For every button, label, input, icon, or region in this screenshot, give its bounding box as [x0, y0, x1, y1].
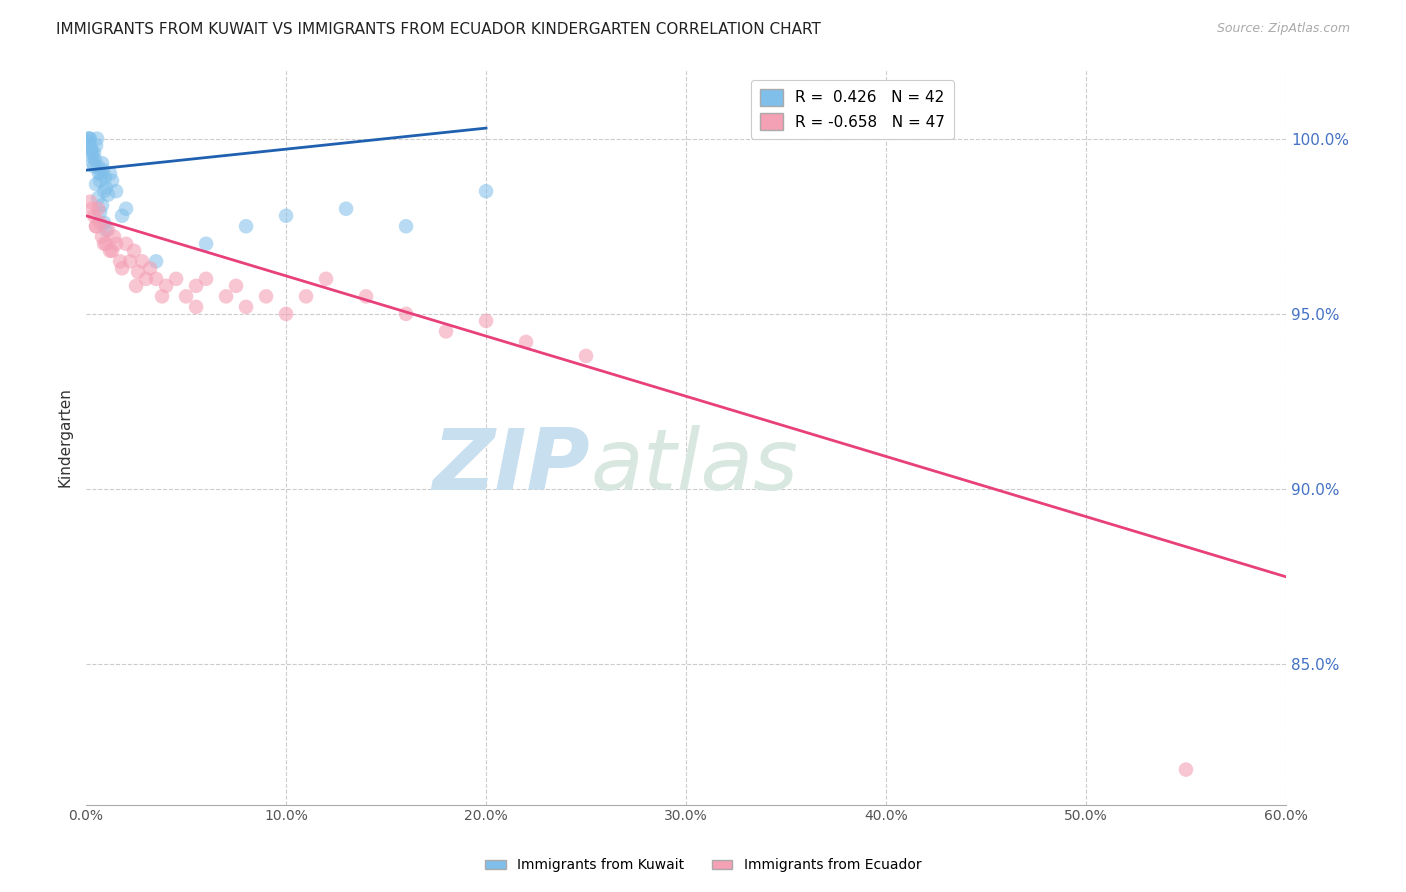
Point: [86, 131, 108, 145]
Point: [84, 138, 107, 153]
Point: [139, 261, 162, 276]
Point: [83, 160, 105, 174]
Point: [98, 167, 121, 181]
Point: [97, 223, 120, 237]
Legend: Immigrants from Kuwait, Immigrants from Ecuador: Immigrants from Kuwait, Immigrants from …: [479, 853, 927, 878]
Point: [93, 236, 115, 251]
Point: [295, 289, 318, 303]
Point: [315, 272, 337, 286]
Point: [82, 156, 104, 170]
Point: [434, 325, 457, 339]
Point: [91, 163, 114, 178]
Point: [105, 184, 128, 198]
Point: [87, 160, 110, 174]
Point: [84, 219, 107, 234]
Legend: R =  0.426   N = 42, R = -0.658   N = 47: R = 0.426 N = 42, R = -0.658 N = 47: [751, 80, 955, 139]
Point: [87, 191, 110, 205]
Point: [225, 278, 247, 293]
Point: [475, 314, 498, 328]
Point: [115, 202, 138, 216]
Point: [87, 202, 110, 216]
Text: Source: ZipAtlas.com: Source: ZipAtlas.com: [1216, 22, 1350, 36]
Point: [91, 198, 114, 212]
Point: [395, 307, 418, 321]
Point: [77, 131, 100, 145]
Point: [135, 272, 157, 286]
Point: [395, 219, 418, 234]
Point: [84, 153, 107, 167]
Point: [184, 278, 207, 293]
Point: [94, 236, 117, 251]
Point: [165, 272, 187, 286]
Point: [127, 265, 149, 279]
Point: [77, 135, 100, 149]
Point: [575, 349, 598, 363]
Point: [254, 289, 277, 303]
Point: [111, 261, 134, 276]
Point: [111, 209, 134, 223]
Point: [98, 244, 121, 258]
Point: [1175, 763, 1198, 777]
Point: [150, 289, 173, 303]
Point: [91, 156, 114, 170]
Point: [80, 202, 103, 216]
Text: ZIP: ZIP: [433, 425, 591, 508]
Point: [101, 244, 124, 258]
Point: [101, 174, 124, 188]
Point: [335, 202, 357, 216]
Point: [94, 223, 117, 237]
Point: [80, 142, 103, 156]
Point: [235, 219, 257, 234]
Point: [84, 219, 107, 234]
Point: [475, 184, 498, 198]
Point: [89, 216, 111, 230]
Point: [131, 254, 153, 268]
Point: [105, 236, 128, 251]
Point: [87, 167, 110, 181]
Point: [122, 244, 145, 258]
Point: [354, 289, 377, 303]
Point: [184, 300, 207, 314]
Point: [235, 300, 257, 314]
Point: [93, 184, 115, 198]
Point: [89, 174, 111, 188]
Point: [91, 229, 114, 244]
Point: [83, 145, 105, 160]
Point: [195, 236, 218, 251]
Point: [215, 289, 238, 303]
Point: [125, 278, 148, 293]
Point: [145, 254, 167, 268]
Point: [83, 209, 105, 223]
Point: [89, 205, 111, 219]
Text: atlas: atlas: [591, 425, 799, 508]
Point: [274, 307, 297, 321]
Point: [120, 254, 142, 268]
Point: [145, 272, 167, 286]
Point: [93, 216, 115, 230]
Point: [79, 131, 101, 145]
Y-axis label: Kindergarten: Kindergarten: [58, 386, 72, 486]
Point: [94, 170, 117, 185]
Text: IMMIGRANTS FROM KUWAIT VS IMMIGRANTS FROM ECUADOR KINDERGARTEN CORRELATION CHART: IMMIGRANTS FROM KUWAIT VS IMMIGRANTS FRO…: [56, 22, 821, 37]
Point: [515, 334, 537, 349]
Point: [77, 131, 100, 145]
Point: [79, 138, 101, 153]
Point: [80, 145, 103, 160]
Point: [195, 272, 218, 286]
Point: [79, 194, 101, 209]
Point: [80, 149, 103, 163]
Point: [155, 278, 177, 293]
Point: [108, 254, 131, 268]
Point: [84, 177, 107, 191]
Point: [103, 229, 125, 244]
Point: [274, 209, 297, 223]
Point: [115, 236, 138, 251]
Point: [97, 187, 120, 202]
Point: [90, 167, 112, 181]
Point: [94, 180, 117, 194]
Point: [174, 289, 197, 303]
